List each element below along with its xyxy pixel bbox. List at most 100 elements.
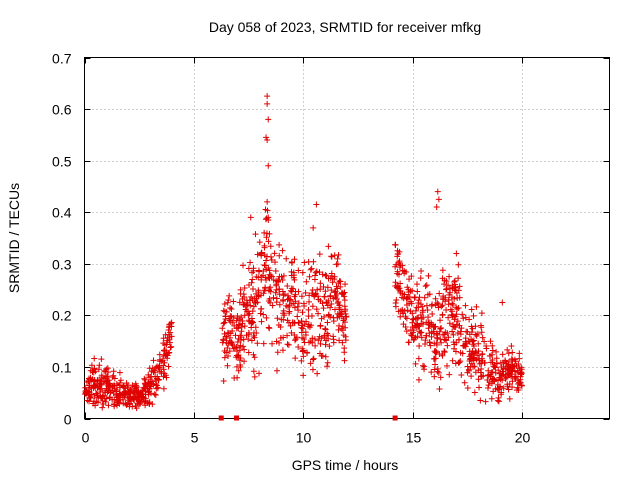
data-point: [461, 379, 468, 386]
data-point: [267, 253, 274, 260]
data-point: [336, 302, 343, 309]
data-point: [436, 386, 443, 393]
data-point: [455, 305, 462, 312]
data-point: [316, 269, 323, 276]
data-point: [394, 247, 401, 254]
data-point: [81, 391, 88, 398]
data-point: [236, 345, 243, 352]
data-point: [227, 304, 234, 311]
data-point: [477, 372, 484, 379]
data-point: [441, 331, 448, 338]
data-point: [122, 390, 129, 397]
data-point: [427, 342, 434, 349]
data-point: [449, 357, 456, 364]
data-point: [291, 304, 298, 311]
data-point: [397, 313, 404, 320]
data-point: [269, 302, 276, 309]
data-point: [476, 360, 483, 367]
data-point: [471, 363, 478, 370]
data-point: [226, 334, 233, 341]
data-point: [408, 273, 415, 280]
data-point: [263, 257, 270, 264]
data-point: [470, 337, 477, 344]
plot-frame: [84, 57, 610, 419]
data-point: [234, 374, 241, 381]
data-point: [487, 338, 494, 345]
data-point: [265, 324, 272, 331]
data-point: [300, 300, 307, 307]
data-point: [449, 301, 456, 308]
data-point: [265, 214, 272, 221]
data-point: [263, 314, 270, 321]
data-point: [455, 275, 462, 282]
data-point: [238, 314, 245, 321]
data-point: [452, 313, 459, 320]
data-point: [342, 337, 349, 344]
data-point: [392, 303, 399, 310]
data-point: [394, 268, 401, 275]
data-point: [460, 342, 467, 349]
data-point: [505, 386, 512, 393]
data-point: [240, 262, 247, 269]
data-point: [261, 287, 268, 294]
data-point: [280, 310, 287, 317]
data-point: [283, 255, 290, 262]
data-point: [248, 337, 255, 344]
data-point: [264, 198, 271, 205]
data-point: [453, 321, 460, 328]
data-point: [335, 279, 342, 286]
data-point: [264, 93, 271, 100]
data-point: [419, 303, 426, 310]
data-point: [488, 351, 495, 358]
data-point: [104, 365, 111, 372]
data-point: [418, 268, 425, 275]
gap-markers: [218, 415, 398, 421]
data-point: [145, 371, 152, 378]
data-point: [102, 398, 109, 405]
data-point: [498, 391, 505, 398]
data-point: [425, 325, 432, 332]
data-point: [309, 286, 316, 293]
data-point: [299, 334, 306, 341]
data-point: [328, 287, 335, 294]
data-point: [156, 351, 163, 358]
data-point: [512, 375, 519, 382]
data-point: [428, 333, 435, 340]
data-point: [446, 291, 453, 298]
data-point: [236, 299, 243, 306]
data-point: [453, 250, 460, 257]
data-point: [424, 307, 431, 314]
data-point: [308, 312, 315, 319]
data-point: [148, 368, 155, 375]
data-point: [342, 308, 349, 315]
data-point: [476, 384, 483, 391]
data-point: [474, 352, 481, 359]
data-point: [477, 322, 484, 329]
data-point: [92, 368, 99, 375]
data-point: [279, 288, 286, 295]
data-point: [492, 385, 499, 392]
chart-title: Day 058 of 2023, SRMTID for receiver mfk…: [209, 19, 481, 35]
data-point: [83, 379, 90, 386]
data-point: [284, 332, 291, 339]
data-point: [146, 400, 153, 407]
data-point: [162, 352, 169, 359]
data-point: [150, 381, 157, 388]
data-point: [116, 369, 123, 376]
data-point: [516, 350, 523, 357]
data-point: [454, 294, 461, 301]
data-point: [313, 201, 320, 208]
data-point: [224, 299, 231, 306]
data-point: [272, 268, 279, 275]
data-point: [450, 323, 457, 330]
data-point: [270, 294, 277, 301]
data-point: [509, 349, 516, 356]
data-point: [442, 336, 449, 343]
data-point: [292, 355, 299, 362]
data-point: [250, 286, 257, 293]
data-point: [220, 307, 227, 314]
data-point: [285, 295, 292, 302]
data-point: [435, 196, 442, 203]
data-point: [266, 267, 273, 274]
